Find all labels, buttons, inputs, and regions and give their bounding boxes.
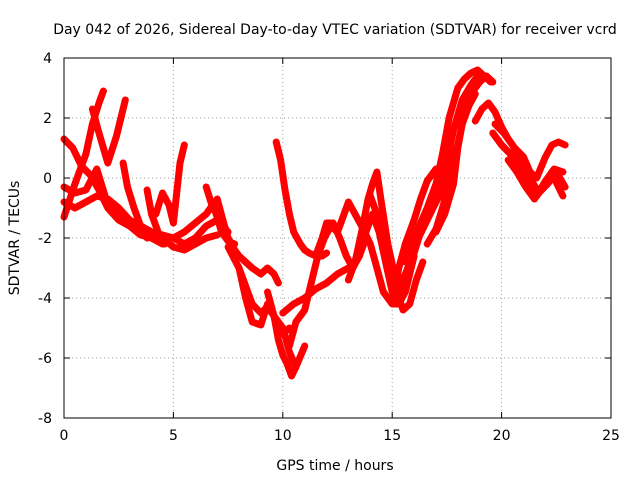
series-line [401,66,495,266]
y-tick-label: -4 [38,291,52,307]
data-series [60,66,569,380]
series-line [264,288,300,380]
y-tick-label: 4 [43,51,52,67]
series-line [143,186,169,248]
y-axis-label: SDTVAR / TECUs [7,181,23,296]
series-line [279,264,352,317]
x-tick-label: 5 [169,428,178,444]
series-line [88,96,129,167]
y-tick-label: 2 [43,111,52,127]
y-tick-label: -6 [38,351,52,367]
axis-ticks: 0 5 10 15 20 25 -8 -6 -4 -2 0 2 4 [38,51,620,444]
series-line [202,183,282,287]
x-axis-label: GPS time / hours [276,458,393,474]
x-tick-label: 15 [383,428,401,444]
series-line [432,72,497,236]
x-tick-label: 20 [493,428,511,444]
x-tick-label: 0 [60,428,69,444]
series-line [406,69,492,254]
series-line [60,87,107,221]
series-line [285,222,341,350]
series-line [388,165,446,305]
y-tick-label: 0 [43,171,52,187]
series-line [119,159,151,242]
series-line [152,141,188,227]
chart-title: Day 042 of 2026, Sidereal Day-to-day VTE… [53,22,617,38]
x-tick-label: 25 [602,428,620,444]
y-tick-label: -2 [38,231,52,247]
x-tick-label: 10 [274,428,292,444]
y-tick-label: -8 [38,411,52,427]
series-line [491,120,569,197]
